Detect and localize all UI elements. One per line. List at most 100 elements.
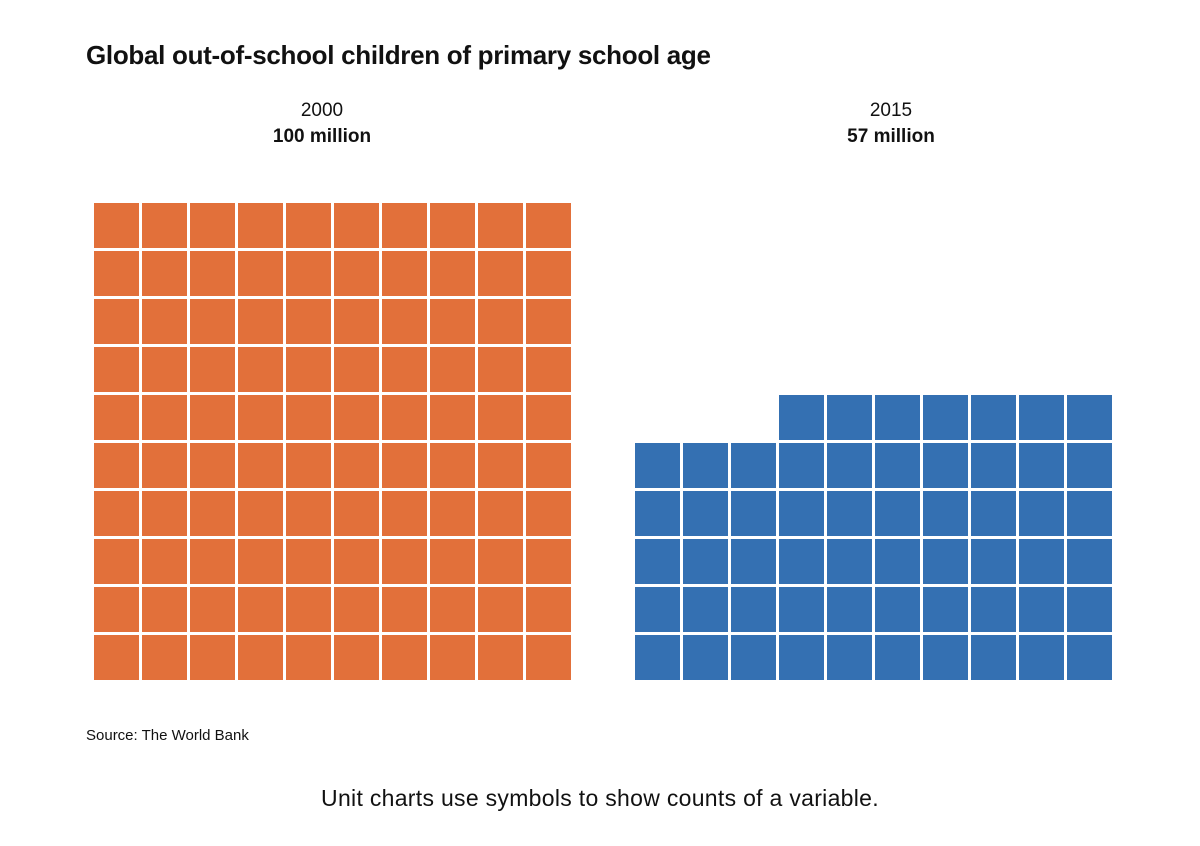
unit-square <box>334 539 379 584</box>
unit-square <box>478 587 523 632</box>
unit-square <box>142 251 187 296</box>
unit-square <box>526 395 571 440</box>
unit-square <box>286 539 331 584</box>
unit-square <box>875 587 920 632</box>
unit-square <box>779 635 824 680</box>
unit-square <box>635 443 680 488</box>
unit-square <box>1067 491 1112 536</box>
unit-square <box>430 347 475 392</box>
unit-square <box>142 491 187 536</box>
unit-square <box>238 203 283 248</box>
unit-square <box>238 395 283 440</box>
unit-square <box>1019 539 1064 584</box>
unit-square <box>731 443 776 488</box>
unit-square <box>478 203 523 248</box>
unit-square <box>779 539 824 584</box>
unit-square <box>382 587 427 632</box>
unit-group-2000 <box>94 203 571 680</box>
unit-square <box>94 299 139 344</box>
unit-square <box>190 203 235 248</box>
unit-square <box>779 491 824 536</box>
unit-square <box>875 635 920 680</box>
unit-square <box>382 203 427 248</box>
unit-square <box>94 251 139 296</box>
unit-square <box>430 539 475 584</box>
unit-square <box>827 587 872 632</box>
unit-square <box>382 251 427 296</box>
unit-square <box>827 395 872 440</box>
unit-square <box>683 635 728 680</box>
group-header-2000: 2000 100 million <box>172 98 472 150</box>
unit-square <box>875 539 920 584</box>
unit-square <box>430 635 475 680</box>
unit-square <box>875 491 920 536</box>
unit-square <box>430 299 475 344</box>
unit-square <box>526 347 571 392</box>
group-value-label: 100 million <box>272 126 372 147</box>
unit-square <box>430 491 475 536</box>
unit-square <box>731 587 776 632</box>
unit-square <box>971 539 1016 584</box>
unit-square <box>142 443 187 488</box>
unit-square <box>142 299 187 344</box>
unit-square <box>334 395 379 440</box>
unit-square <box>683 491 728 536</box>
unit-square <box>334 491 379 536</box>
unit-square <box>875 443 920 488</box>
unit-square <box>478 491 523 536</box>
unit-square <box>238 347 283 392</box>
group-value-label: 57 million <box>847 126 935 147</box>
unit-square <box>190 299 235 344</box>
unit-square <box>478 539 523 584</box>
unit-square <box>286 587 331 632</box>
unit-square <box>238 635 283 680</box>
unit-square <box>827 539 872 584</box>
unit-square <box>923 443 968 488</box>
unit-square <box>526 203 571 248</box>
figure-caption: Unit charts use symbols to show counts o… <box>321 785 879 811</box>
unit-square <box>683 443 728 488</box>
unit-group-2015 <box>635 395 1112 680</box>
unit-square <box>382 635 427 680</box>
unit-square <box>635 491 680 536</box>
unit-square <box>971 395 1016 440</box>
unit-square <box>334 203 379 248</box>
source-note: Source: The World Bank <box>86 727 249 744</box>
unit-square <box>334 587 379 632</box>
unit-square <box>94 443 139 488</box>
unit-square <box>430 203 475 248</box>
unit-square <box>382 539 427 584</box>
unit-square <box>190 395 235 440</box>
unit-square <box>683 587 728 632</box>
unit-square <box>635 539 680 584</box>
unit-square <box>1019 491 1064 536</box>
unit-square <box>478 395 523 440</box>
unit-square <box>238 443 283 488</box>
unit-square <box>94 395 139 440</box>
unit-square <box>430 587 475 632</box>
unit-square <box>286 299 331 344</box>
unit-square <box>1067 443 1112 488</box>
unit-square <box>382 395 427 440</box>
group-year-label: 2000 <box>300 100 344 121</box>
unit-square <box>827 635 872 680</box>
unit-square <box>731 539 776 584</box>
unit-square <box>190 347 235 392</box>
unit-square <box>827 491 872 536</box>
chart-title: Global out-of-school children of primary… <box>86 40 711 70</box>
unit-square <box>779 395 824 440</box>
unit-square <box>190 635 235 680</box>
unit-square <box>142 587 187 632</box>
unit-square <box>526 443 571 488</box>
unit-square <box>334 347 379 392</box>
unit-square <box>971 491 1016 536</box>
unit-square <box>923 587 968 632</box>
unit-square <box>430 251 475 296</box>
unit-square <box>779 443 824 488</box>
unit-square <box>238 491 283 536</box>
unit-square <box>731 491 776 536</box>
unit-square <box>190 491 235 536</box>
unit-square <box>478 347 523 392</box>
unit-square <box>94 491 139 536</box>
unit-square <box>190 443 235 488</box>
